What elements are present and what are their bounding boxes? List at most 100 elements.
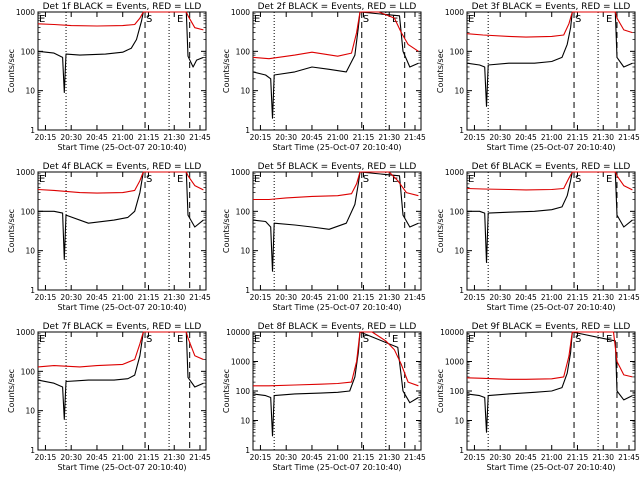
x-tick-label: 20:30	[489, 453, 511, 462]
y-axis-label: Counts/sec	[222, 369, 231, 413]
series-line-events	[252, 11, 419, 119]
x-tick-label: 20:30	[275, 133, 297, 142]
x-tick-label: 20:45	[86, 133, 108, 142]
interval-marker: E	[177, 14, 183, 25]
x-tick-label: 21:45	[404, 453, 426, 462]
x-tick-label: 20:15	[250, 453, 272, 462]
series-line-lld	[37, 171, 204, 194]
y-tick-label: 1000	[231, 168, 250, 177]
plot-frame	[37, 331, 207, 451]
panel-title: Det 1f BLACK = Events, RED = LLD	[43, 2, 202, 12]
y-tick-label: 1	[245, 286, 250, 295]
series-line-events	[467, 171, 633, 264]
panel-title: Det 5f BLACK = Events, RED = LLD	[258, 162, 417, 172]
x-axis-label: Start Time (25-Oct-07 20:10:40)	[486, 143, 615, 152]
y-tick-label: 100	[236, 207, 251, 216]
x-axis-label: Start Time (25-Oct-07 20:10:40)	[272, 143, 401, 152]
series-line-lld	[466, 11, 633, 38]
plot-frame	[37, 11, 207, 131]
x-tick-label: 21:30	[163, 293, 185, 302]
interval-marker: E	[254, 334, 260, 345]
x-axis-label: Start Time (25-Oct-07 20:10:40)	[272, 303, 401, 312]
plot-frame	[37, 171, 207, 291]
y-tick-label: 100	[450, 47, 465, 56]
x-tick-label: 21:15	[353, 293, 375, 302]
x-tick-label: 21:00	[327, 453, 349, 462]
series-line-lld	[253, 331, 419, 387]
x-tick-label: 21:45	[189, 453, 211, 462]
x-tick-label: 20:15	[250, 293, 272, 302]
x-tick-label: 21:00	[112, 293, 134, 302]
interval-marker: S	[575, 174, 581, 185]
x-tick-label: 21:30	[378, 133, 400, 142]
y-tick-label: 1000	[445, 8, 464, 17]
x-tick-label: 20:15	[35, 133, 57, 142]
panel-title: Det 8f BLACK = Events, RED = LLD	[258, 322, 417, 332]
x-axis-label: Start Time (25-Oct-07 20:10:40)	[57, 303, 186, 312]
panel-det-9: Det 9f BLACK = Events, RED = LLD 1 10 100 10…	[436, 322, 640, 472]
series-line-lld	[252, 11, 419, 60]
x-tick-label: 20:45	[515, 133, 537, 142]
series-line-events	[466, 11, 633, 107]
panel-det-4: Det 4f BLACK = Events, RED = LLD 1 10 100 10…	[7, 162, 211, 312]
x-tick-label: 20:45	[301, 453, 323, 462]
x-tick-label: 20:30	[489, 293, 511, 302]
y-tick-label: 10	[25, 87, 35, 96]
x-tick-label: 20:15	[250, 133, 272, 142]
x-tick-label: 21:15	[138, 293, 160, 302]
x-tick-label: 21:00	[112, 133, 134, 142]
x-tick-label: 21:30	[163, 133, 185, 142]
interval-marker: S	[575, 14, 581, 25]
y-tick-label: 10	[454, 417, 464, 426]
y-tick-label: 1000	[16, 8, 35, 17]
x-tick-label: 21:30	[163, 453, 185, 462]
series-line-lld	[466, 171, 633, 191]
interval-marker: E	[468, 14, 474, 25]
panel-det-2: Det 2f BLACK = Events, RED = LLD 1 10 100 10…	[222, 2, 426, 152]
interval-marker: E	[39, 334, 45, 345]
series-line-lld	[253, 171, 419, 201]
y-tick-label: 10	[240, 87, 250, 96]
panel-det-1: Det 1f BLACK = Events, RED = LLD 1 10 100 10…	[7, 2, 211, 152]
interval-marker: S	[363, 174, 369, 185]
x-tick-label: 20:30	[60, 133, 82, 142]
y-tick-label: 1000	[445, 168, 464, 177]
series-line-lld	[37, 331, 204, 368]
x-axis-label: Start Time (25-Oct-07 20:10:40)	[272, 463, 401, 472]
series-line-events	[252, 331, 419, 437]
y-tick-label: 10	[454, 87, 464, 96]
interval-marker: E	[392, 174, 398, 185]
plot-frame	[252, 171, 422, 291]
y-tick-label: 1000	[231, 8, 250, 17]
interval-marker: S	[146, 334, 152, 345]
x-tick-label: 20:30	[275, 293, 297, 302]
y-tick-label: 100	[236, 47, 251, 56]
interval-marker: E	[254, 14, 260, 25]
x-tick-label: 21:15	[353, 133, 375, 142]
series-line-events	[466, 331, 633, 433]
interval-marker: E	[606, 14, 612, 25]
y-tick-label: 1	[245, 126, 250, 135]
y-axis-label: Counts/sec	[7, 49, 16, 93]
y-tick-label: 100	[21, 367, 36, 376]
panel-title: Det 7f BLACK = Events, RED = LLD	[43, 322, 202, 332]
x-tick-label: 20:45	[301, 133, 323, 142]
y-axis-label: Counts/sec	[222, 49, 231, 93]
x-tick-label: 20:15	[464, 293, 486, 302]
x-tick-label: 21:00	[327, 293, 349, 302]
panel-title: Det 4f BLACK = Events, RED = LLD	[43, 162, 202, 172]
x-tick-label: 21:00	[541, 453, 563, 462]
x-tick-label: 20:15	[35, 293, 57, 302]
series-line-events	[252, 171, 419, 272]
plot-frame	[252, 11, 422, 131]
y-tick-label: 10	[25, 247, 35, 256]
interval-marker: S	[363, 14, 369, 25]
interval-marker: E	[177, 334, 183, 345]
x-axis-label: Start Time (25-Oct-07 20:10:40)	[486, 463, 615, 472]
y-tick-label: 1000	[445, 358, 464, 367]
series-line-events	[37, 331, 204, 420]
panel-title: Det 9f BLACK = Events, RED = LLD	[472, 322, 631, 332]
interval-marker: E	[177, 174, 183, 185]
x-axis-label: Start Time (25-Oct-07 20:10:40)	[57, 143, 186, 152]
